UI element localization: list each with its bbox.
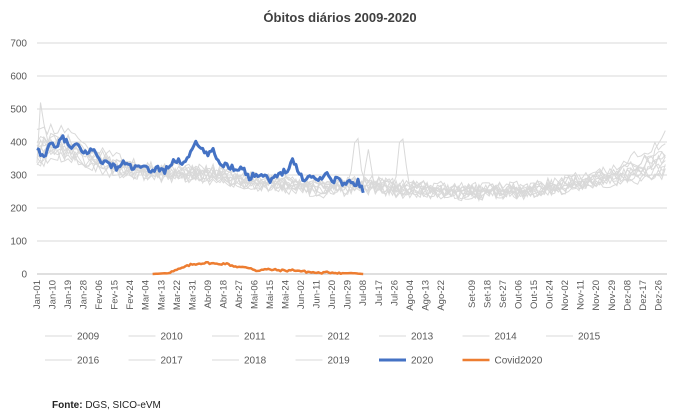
x-tick-label: Jan-28 <box>79 280 90 309</box>
legend: 2009 2010 2011 2012 2013 2014 2015 2016 2017 2018… <box>45 332 601 367</box>
x-tick-label: Mai-24 <box>281 280 292 309</box>
x-axis: Jan-01 Jan-10 Jan-19 Jan-28 Fev-06 Fev-15 Fev-… <box>32 280 664 311</box>
x-tick-label: Out-06 <box>514 280 525 309</box>
x-tick-label: Abr-09 <box>203 280 214 309</box>
legend-item-label: 2018 <box>244 356 267 367</box>
series-covid2020 <box>152 260 364 276</box>
legend-item-label: 2016 <box>77 356 100 367</box>
legend-item-label: 2012 <box>328 332 351 343</box>
x-tick-label: Jan-01 <box>32 280 43 309</box>
x-tick-label: Set-09 <box>467 280 478 308</box>
x-tick-label: Out-15 <box>529 280 540 309</box>
legend-item-label: 2009 <box>77 332 100 343</box>
y-tick-label: 700 <box>10 39 27 50</box>
x-tick-label: Abr-18 <box>218 280 229 309</box>
y-tick-label: 500 <box>10 105 27 116</box>
legend-item-label: 2017 <box>161 356 184 367</box>
x-tick-label: Mar-31 <box>187 280 198 310</box>
chart-title: Óbitos diários 2009-2020 <box>263 10 416 25</box>
x-tick-label: Ago-13 <box>420 280 431 311</box>
legend-item-label: 2013 <box>411 332 434 343</box>
x-tick-label: Jul-08 <box>358 280 369 306</box>
x-tick-label: Mar-04 <box>141 280 152 310</box>
y-tick-label: 300 <box>10 171 27 182</box>
x-tick-label: Set-27 <box>498 280 509 308</box>
x-tick-label: Jun-20 <box>327 280 338 309</box>
x-tick-label: Fev-06 <box>94 280 105 310</box>
x-tick-label: Nov-20 <box>591 280 602 311</box>
x-tick-label: Ago-04 <box>405 280 416 311</box>
x-tick-label: Jun-29 <box>343 280 354 309</box>
y-tick-label: 100 <box>10 237 27 248</box>
x-tick-label: Jul-17 <box>374 280 385 306</box>
x-tick-label: Jan-10 <box>48 280 59 309</box>
source-note: Fonte: DGS, SICO-eVM <box>52 400 161 411</box>
x-tick-label: Nov-11 <box>576 280 587 310</box>
x-tick-label: Dez-26 <box>653 280 664 311</box>
x-tick-label: Jan-19 <box>63 280 74 309</box>
x-tick-label: Out-24 <box>545 280 556 309</box>
x-tick-label: Jul-26 <box>389 280 400 306</box>
history-series <box>36 102 666 203</box>
x-tick-label: Nov-02 <box>560 280 571 311</box>
x-tick-label: Dez-17 <box>638 280 649 311</box>
series-2020-line <box>36 134 365 194</box>
x-tick-label: Mai-15 <box>265 280 276 309</box>
source-text: DGS, SICO-eVM <box>82 400 161 411</box>
gridlines <box>37 42 667 242</box>
x-tick-label: Fev-24 <box>125 280 136 310</box>
y-tick-label: 0 <box>21 270 27 281</box>
legend-item-label: 2020 <box>411 356 434 367</box>
x-tick-label: Nov-29 <box>607 280 618 311</box>
x-tick-label: Mar-22 <box>172 280 183 310</box>
x-tick-label: Fev-15 <box>110 280 121 310</box>
y-tick-label: 600 <box>10 72 27 83</box>
x-tick-label: Mai-06 <box>249 280 260 309</box>
y-tick-label: 200 <box>10 204 27 215</box>
x-tick-label: Set-18 <box>482 280 493 308</box>
legend-item-label: 2015 <box>578 332 601 343</box>
x-tick-label: Jun-02 <box>296 280 307 309</box>
x-tick-label: Mar-13 <box>156 280 167 310</box>
legend-item-label: 2011 <box>244 332 266 343</box>
series-covid2020-line <box>152 260 364 276</box>
x-tick-label: Jun-11 <box>312 280 323 308</box>
x-tick-label: Dez-08 <box>622 280 633 311</box>
legend-item-label: 2010 <box>161 332 184 343</box>
source-label: Fonte: <box>52 400 83 411</box>
legend-item-label: Covid2020 <box>495 356 543 367</box>
x-tick-label: Abr-27 <box>234 280 245 309</box>
y-tick-label: 400 <box>10 138 27 149</box>
legend-item-label: 2019 <box>328 356 351 367</box>
legend-item-label: 2014 <box>495 332 518 343</box>
x-tick-label: Ago-22 <box>436 280 447 311</box>
series-2020 <box>36 134 365 194</box>
